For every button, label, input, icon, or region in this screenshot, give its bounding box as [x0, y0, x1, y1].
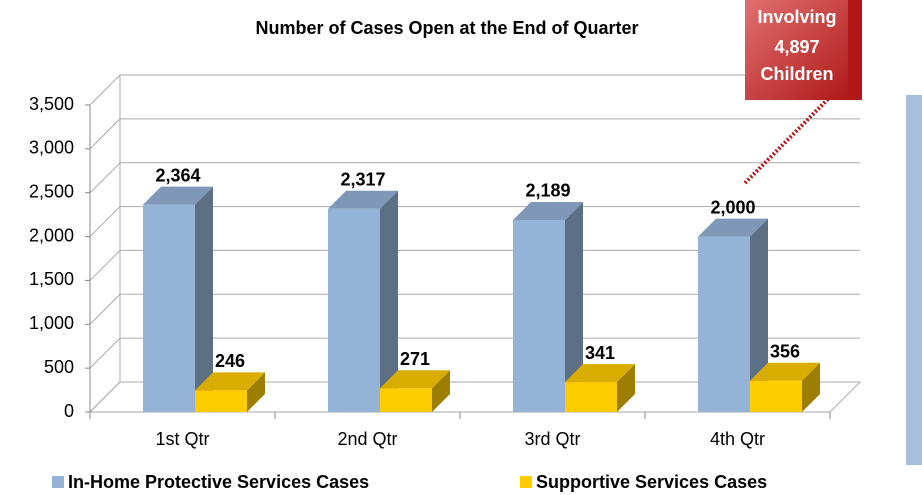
- value-label: 2,317: [340, 170, 385, 190]
- y-tick-label: 1,000: [29, 313, 74, 333]
- bar: [750, 380, 802, 412]
- grid-line: [89, 249, 860, 281]
- bar-side: [380, 190, 398, 412]
- bar-top: [195, 372, 265, 391]
- bar: [195, 390, 247, 412]
- legend-swatch: [52, 476, 64, 488]
- value-label: 2,000: [710, 197, 755, 217]
- bar-top: [565, 364, 635, 383]
- callout-pointer: [743, 95, 832, 185]
- y-tick-label: 500: [44, 357, 74, 377]
- callout-edge: [848, 0, 862, 100]
- legend-swatch: [520, 476, 532, 488]
- y-tick-label: 3,000: [29, 138, 74, 158]
- bar-top: [750, 362, 820, 381]
- callout-text: Involving: [757, 7, 836, 27]
- x-tick-label: 4th Qtr: [710, 429, 765, 449]
- bar-side: [432, 370, 450, 412]
- bar-side: [195, 186, 213, 412]
- value-label: 271: [400, 349, 430, 369]
- callout-text: 4,897: [774, 37, 819, 57]
- bar: [143, 204, 195, 412]
- y-tick-label: 2,000: [29, 225, 74, 245]
- value-label: 341: [585, 343, 615, 363]
- grid-line: [89, 206, 860, 237]
- chart-title: Number of Cases Open at the End of Quart…: [255, 18, 638, 38]
- value-label: 246: [215, 351, 245, 371]
- legend-label: Supportive Services Cases: [536, 472, 767, 492]
- grid-line: [89, 74, 860, 106]
- y-tick-label: 0: [64, 401, 74, 421]
- value-label: 2,189: [525, 181, 570, 201]
- plot: 0 500 1,000 1,500 2,000 2,500 3,000 3,500 1st Qt…: [29, 74, 862, 492]
- value-label: 356: [770, 342, 800, 362]
- legend-label: In-Home Protective Services Cases: [68, 472, 369, 492]
- grid-line: [89, 162, 860, 194]
- bar: [328, 208, 380, 412]
- bar: [565, 382, 617, 412]
- grid-line: [89, 293, 860, 325]
- y-tick-label: 1,500: [29, 269, 74, 289]
- bar-top: [698, 218, 768, 237]
- bar: [698, 236, 750, 412]
- grid-line: [89, 337, 860, 369]
- bar-top: [380, 370, 450, 389]
- grid-line: [89, 118, 860, 150]
- bar-side: [247, 372, 265, 412]
- x-tick-label: 1st Qtr: [155, 429, 209, 449]
- bar-side: [750, 218, 768, 412]
- y-tick-label: 3,500: [29, 94, 74, 114]
- bar-top: [513, 201, 583, 220]
- bar-top: [328, 190, 398, 209]
- value-label: 2,364: [155, 165, 200, 185]
- bar-side: [565, 201, 583, 412]
- x-tick-label: 3rd Qtr: [524, 429, 580, 449]
- x-tick-label: 2nd Qtr: [337, 429, 397, 449]
- bar: [513, 219, 565, 412]
- callout-box: [745, 0, 850, 100]
- y-tick-label: 2,500: [29, 181, 74, 201]
- bar: [380, 388, 432, 412]
- bar-top: [143, 186, 213, 205]
- side-strip: [906, 95, 922, 465]
- bar-side: [802, 362, 820, 412]
- callout-text: Children: [760, 64, 833, 84]
- bar-side: [617, 364, 635, 412]
